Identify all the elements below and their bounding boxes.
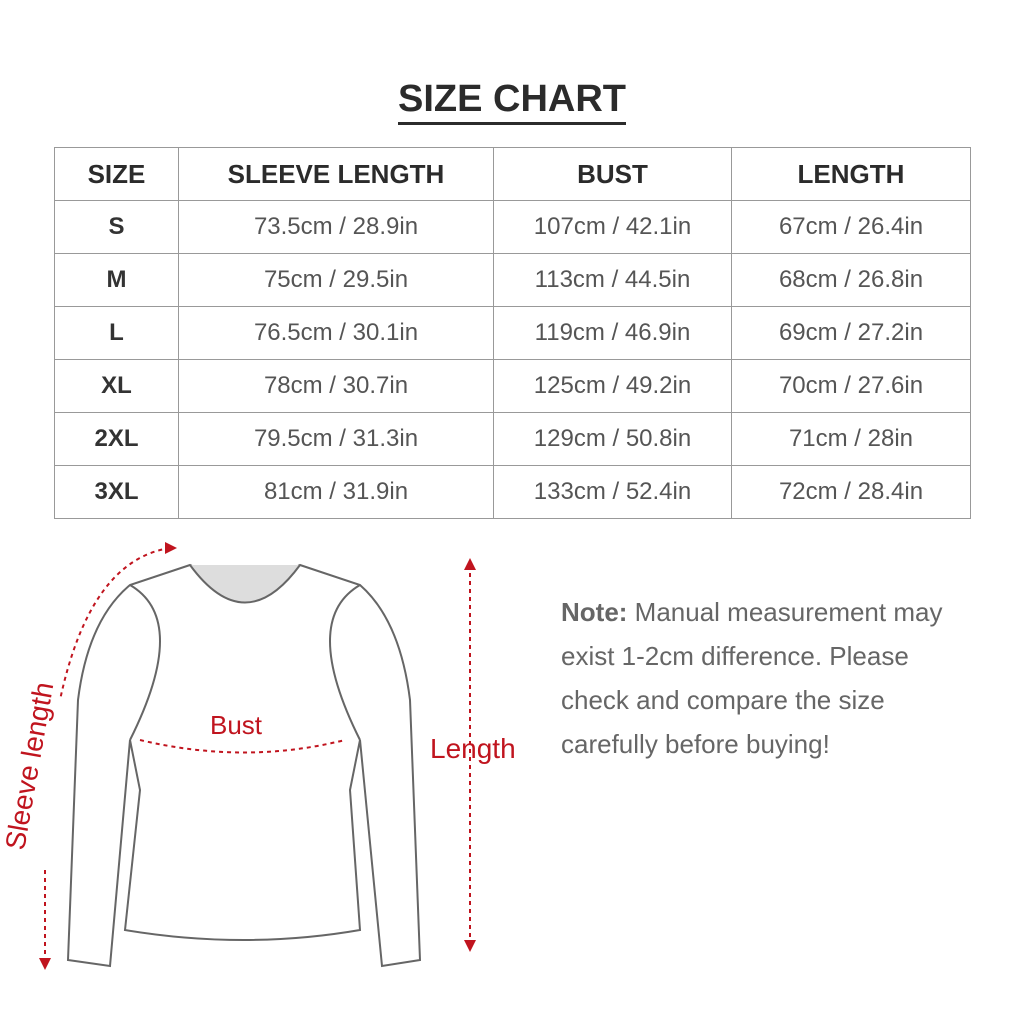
header-length: LENGTH bbox=[731, 147, 971, 201]
table-cell: 3XL bbox=[54, 465, 179, 519]
table-row: L 76.5cm / 30.1in 119cm / 46.9in 69cm / 27.… bbox=[54, 306, 971, 360]
table-cell: 67cm / 26.4in bbox=[731, 200, 971, 254]
table-cell: M bbox=[54, 253, 179, 307]
table-row: 2XL 79.5cm / 31.3in 129cm / 50.8in 71cm / 2… bbox=[54, 412, 971, 466]
table-row: 3XL 81cm / 31.9in 133cm / 52.4in 72cm / 28.… bbox=[54, 465, 971, 519]
table-cell: 129cm / 50.8in bbox=[493, 412, 732, 466]
table-cell: XL bbox=[54, 359, 179, 413]
table-cell: 71cm / 28in bbox=[731, 412, 971, 466]
table-cell: 73.5cm / 28.9in bbox=[178, 200, 494, 254]
header-size: SIZE bbox=[54, 147, 179, 201]
size-table: SIZE SLEEVE LENGTH BUST LENGTH S 73.5cm /… bbox=[54, 147, 971, 519]
table-cell: S bbox=[54, 200, 179, 254]
table-cell: 79.5cm / 31.3in bbox=[178, 412, 494, 466]
table-cell: 76.5cm / 30.1in bbox=[178, 306, 494, 360]
header-bust: BUST bbox=[493, 147, 732, 201]
table-cell: L bbox=[54, 306, 179, 360]
table-row: S 73.5cm / 28.9in 107cm / 42.1in 67cm / 26.… bbox=[54, 200, 971, 254]
header-sleeve: SLEEVE LENGTH bbox=[178, 147, 494, 201]
table-cell: 78cm / 30.7in bbox=[178, 359, 494, 413]
table-cell: 68cm / 26.8in bbox=[731, 253, 971, 307]
table-cell: 113cm / 44.5in bbox=[493, 253, 732, 307]
table-cell: 70cm / 27.6in bbox=[731, 359, 971, 413]
table-cell: 133cm / 52.4in bbox=[493, 465, 732, 519]
length-label: Length bbox=[430, 733, 516, 764]
table-cell: 75cm / 29.5in bbox=[178, 253, 494, 307]
table-row: M 75cm / 29.5in 113cm / 44.5in 68cm / 26.8i… bbox=[54, 253, 971, 307]
table-cell: 119cm / 46.9in bbox=[493, 306, 732, 360]
table-cell: 125cm / 49.2in bbox=[493, 359, 732, 413]
page-title: SIZE CHART bbox=[0, 78, 1024, 125]
table-cell: 81cm / 31.9in bbox=[178, 465, 494, 519]
bust-label: Bust bbox=[210, 710, 263, 740]
table-cell: 72cm / 28.4in bbox=[731, 465, 971, 519]
table-row: XL 78cm / 30.7in 125cm / 49.2in 70cm / 27.6… bbox=[54, 359, 971, 413]
note: Note: Manual measurement may exist 1-2cm… bbox=[561, 597, 943, 759]
table-cell: 107cm / 42.1in bbox=[493, 200, 732, 254]
table-cell: 69cm / 27.2in bbox=[731, 306, 971, 360]
table-cell: 2XL bbox=[54, 412, 179, 466]
shirt-diagram bbox=[39, 542, 476, 970]
